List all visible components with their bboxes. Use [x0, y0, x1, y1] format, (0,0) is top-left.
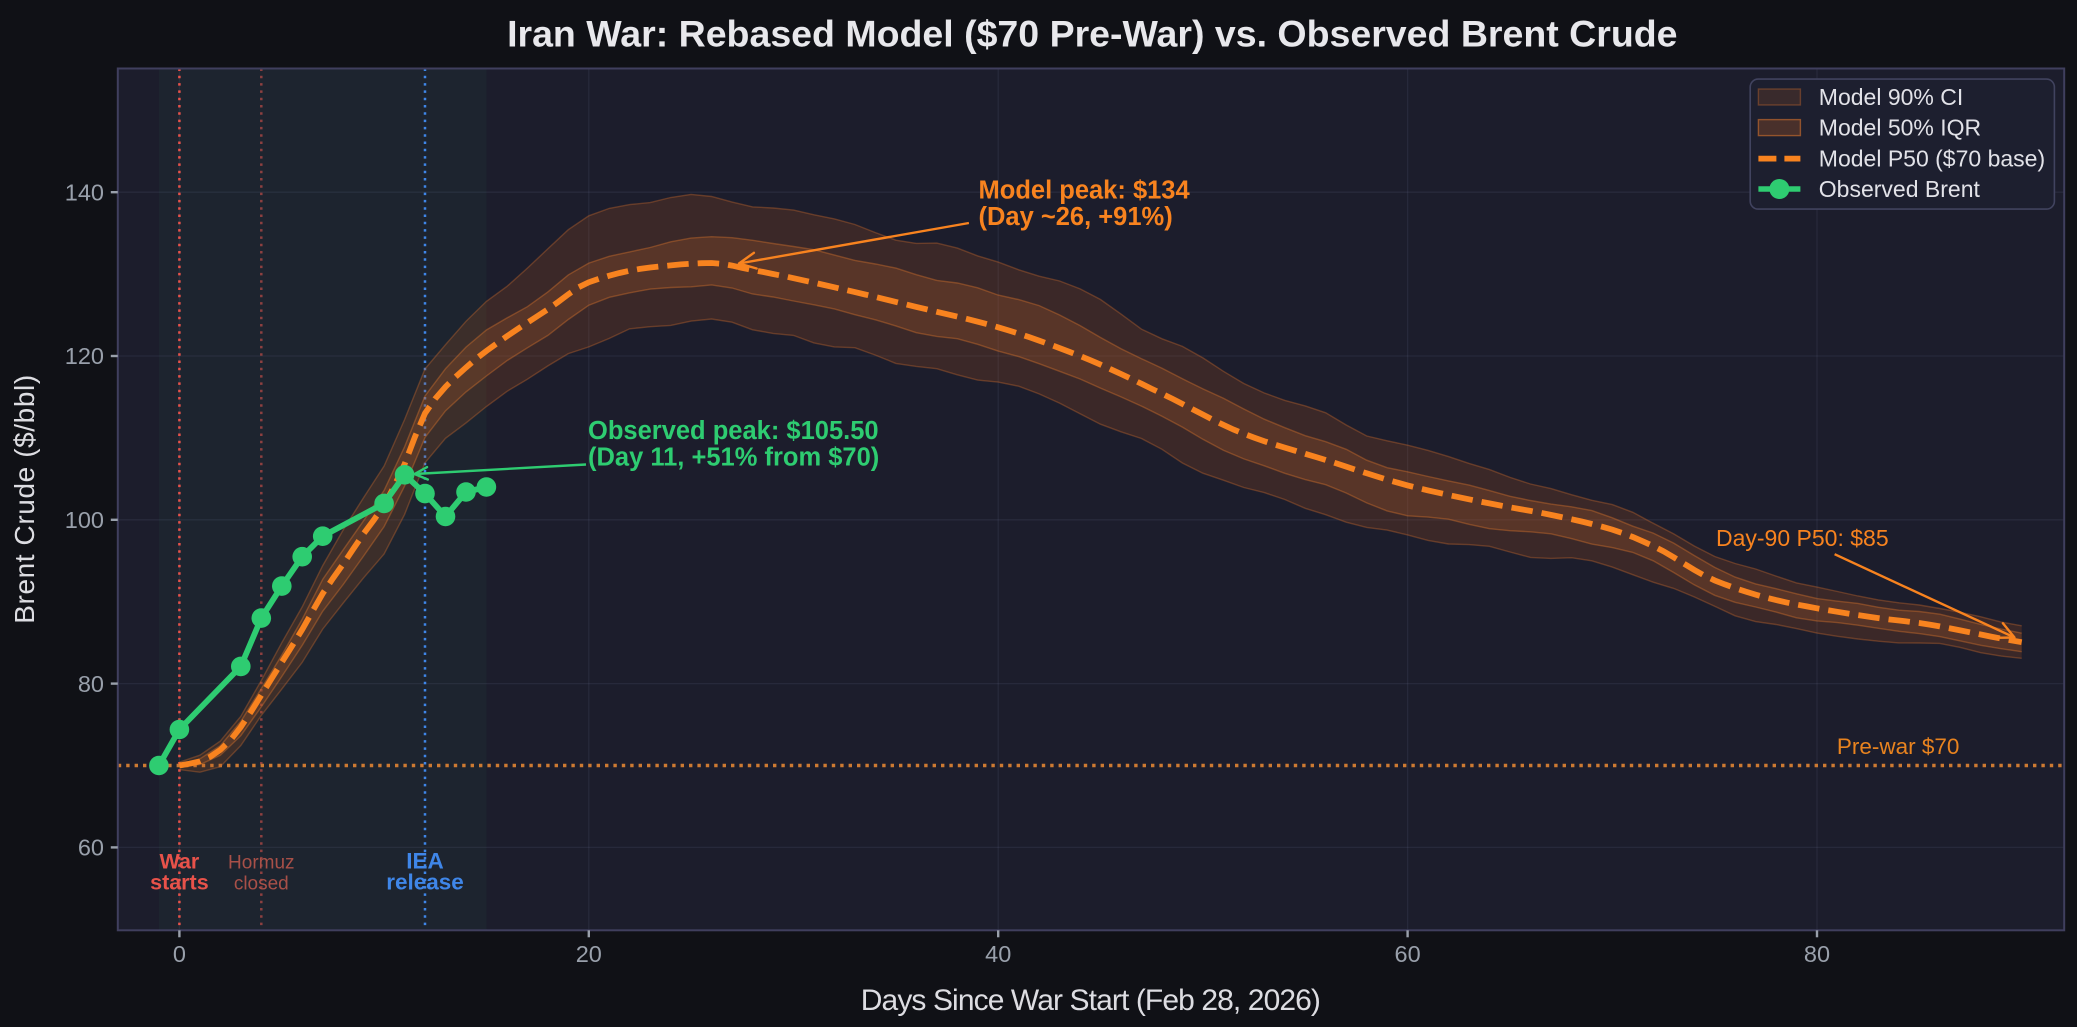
svg-text:80: 80 [78, 671, 104, 697]
svg-text:Iran War: Rebased Model ($70 P: Iran War: Rebased Model ($70 Pre-War) vs… [507, 13, 1677, 55]
svg-text:Model 90% CI: Model 90% CI [1819, 84, 1963, 110]
svg-text:IEA: IEA [406, 849, 444, 874]
svg-text:starts: starts [150, 871, 209, 895]
svg-text:Days Since War Start (Feb 28,: Days Since War Start (Feb 28, 2026) [861, 984, 1320, 1017]
svg-text:War: War [159, 850, 199, 874]
svg-text:Model P50 ($70 base): Model P50 ($70 base) [1819, 146, 2045, 172]
svg-text:Model peak: $134: Model peak: $134 [979, 177, 1191, 205]
svg-text:Observed Brent: Observed Brent [1819, 176, 1981, 202]
svg-text:80: 80 [1804, 941, 1830, 967]
svg-text:Pre-war $70: Pre-war $70 [1837, 734, 1960, 759]
svg-text:(Day ~26, +91%): (Day ~26, +91%) [979, 203, 1173, 231]
svg-text:40: 40 [985, 941, 1011, 967]
svg-text:20: 20 [576, 941, 602, 967]
svg-text:120: 120 [65, 343, 104, 369]
svg-text:release: release [386, 870, 464, 895]
svg-text:60: 60 [1395, 941, 1421, 967]
svg-text:0: 0 [173, 941, 186, 967]
svg-text:Hormuz: Hormuz [228, 853, 295, 874]
svg-text:closed: closed [234, 874, 289, 895]
svg-text:(Day 11, +51% from $70): (Day 11, +51% from $70) [588, 444, 879, 472]
svg-text:Observed peak: $105.50: Observed peak: $105.50 [588, 417, 879, 445]
svg-text:60: 60 [78, 835, 104, 861]
svg-text:Brent Crude ($/bbl): Brent Crude ($/bbl) [9, 374, 40, 624]
svg-text:140: 140 [65, 179, 104, 205]
svg-text:Day-90 P50: $85: Day-90 P50: $85 [1716, 525, 1889, 551]
svg-text:Model 50% IQR: Model 50% IQR [1819, 115, 1981, 141]
svg-text:100: 100 [65, 507, 104, 533]
